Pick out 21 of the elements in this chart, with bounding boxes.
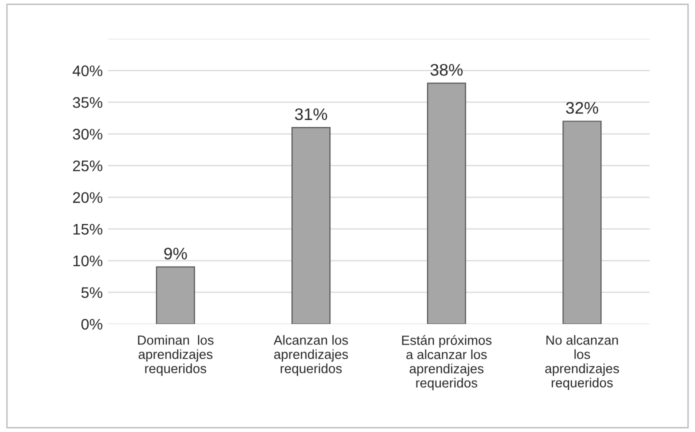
data-label: 9% [164,248,187,260]
x-tick-label: Dominan los aprendizajes requeridos [138,335,214,376]
bar [156,266,196,324]
bar [291,127,331,324]
x-tick-label: No alcanzan los aprendizajes requeridos [545,335,619,390]
data-label: 32% [566,102,598,114]
bar [427,82,466,324]
y-tick-label: 35% [72,97,102,108]
bar [562,120,602,324]
y-tick-label: 30% [72,128,102,140]
x-tick-label: Alcanzan los aprendizajes requeridos [274,335,348,376]
data-label: 38% [430,64,463,76]
y-tick-label: 25% [73,160,102,172]
y-tick-label: 40% [72,65,102,76]
y-tick-label: 20% [73,192,102,203]
x-tick-label: Están próximos a alcanzar los aprendizajes requeridos [402,335,492,390]
data-label: 31% [294,108,328,120]
y-tick-label: 15% [73,224,102,235]
y-tick-label: 0% [81,318,102,330]
y-tick-label: 5% [81,287,102,298]
y-tick-label: 10% [73,256,102,266]
